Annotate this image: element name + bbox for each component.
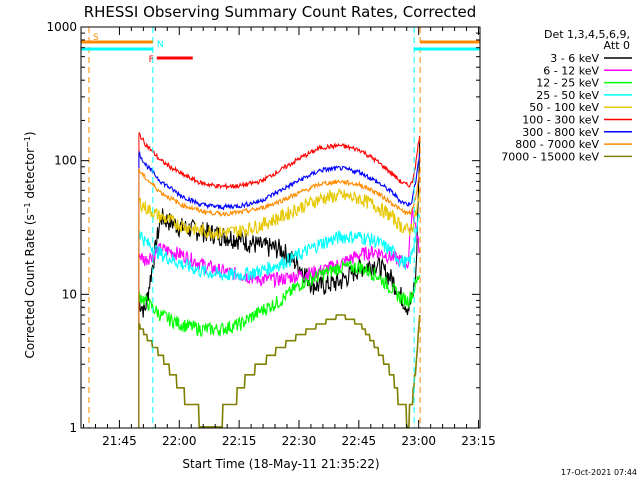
x-tick-label: 21:45 <box>102 434 137 448</box>
x-tick-label: 22:30 <box>282 434 317 448</box>
series-line-3-6-keV <box>138 139 421 318</box>
x-tick-label: 22:15 <box>222 434 257 448</box>
x-axis-label: Start Time (18-May-11 21:35:22) <box>182 457 379 471</box>
legend-entry-label: 12 - 25 keV <box>536 77 599 90</box>
x-tick-label: 22:00 <box>162 434 197 448</box>
series-line-6-12-keV <box>138 208 421 289</box>
x-tick-label: 23:15 <box>461 434 496 448</box>
y-tick-label: 1000 <box>46 20 77 34</box>
legend-entry-label: 50 - 100 keV <box>529 101 599 114</box>
y-tick-label: 1 <box>69 421 77 435</box>
flag-label-s: S <box>93 33 99 43</box>
x-tick-label: 23:00 <box>401 434 436 448</box>
legend-entry-label: 3 - 6 keV <box>550 52 599 65</box>
legend-entry-label: 100 - 300 keV <box>522 114 599 127</box>
legend-header-line: Att 0 <box>604 39 630 52</box>
series-layer <box>138 132 421 428</box>
plot-frame <box>80 26 481 429</box>
axes: 1 10 100 1000 21:45 22:00 22:15 22:30 22:45 23:00… <box>46 20 495 448</box>
y-axis-label: Corrected Count Rate (s−1 detector−1) <box>23 131 38 358</box>
footer-timestamp: 17-Oct-2021 07:44 <box>561 468 637 477</box>
y-tick-label: 10 <box>62 287 77 301</box>
marker-layer: S NF <box>81 27 481 428</box>
x-tick-label: 22:45 <box>342 434 377 448</box>
legend-header-line: Det 1,3,4,5,6,9, <box>544 28 630 41</box>
series-line-7000-15000-keV <box>138 314 421 428</box>
legend-entry-label: 6 - 12 keV <box>543 64 599 77</box>
series-line-25-50-keV <box>138 213 421 282</box>
legend-entry-label: 800 - 7000 keV <box>515 138 599 151</box>
series-line-800-7000-keV <box>138 167 421 218</box>
legend-entry-label: 7000 - 15000 keV <box>501 150 599 163</box>
chart-title: RHESSI Observing Summary Count Rates, Co… <box>84 3 477 21</box>
flag-label-f: F <box>149 55 154 65</box>
y-tick-label: 100 <box>54 154 77 168</box>
legend-entry-label: 300 - 800 keV <box>522 126 599 139</box>
series-line-100-300-keV <box>138 132 421 191</box>
series-line-300-800-keV <box>138 150 421 211</box>
legend-entry-label: 25 - 50 keV <box>536 89 599 102</box>
flag-label-n: N <box>157 40 164 50</box>
series-line-12-25-keV <box>138 260 421 338</box>
series-line-50-100-keV <box>138 188 421 240</box>
